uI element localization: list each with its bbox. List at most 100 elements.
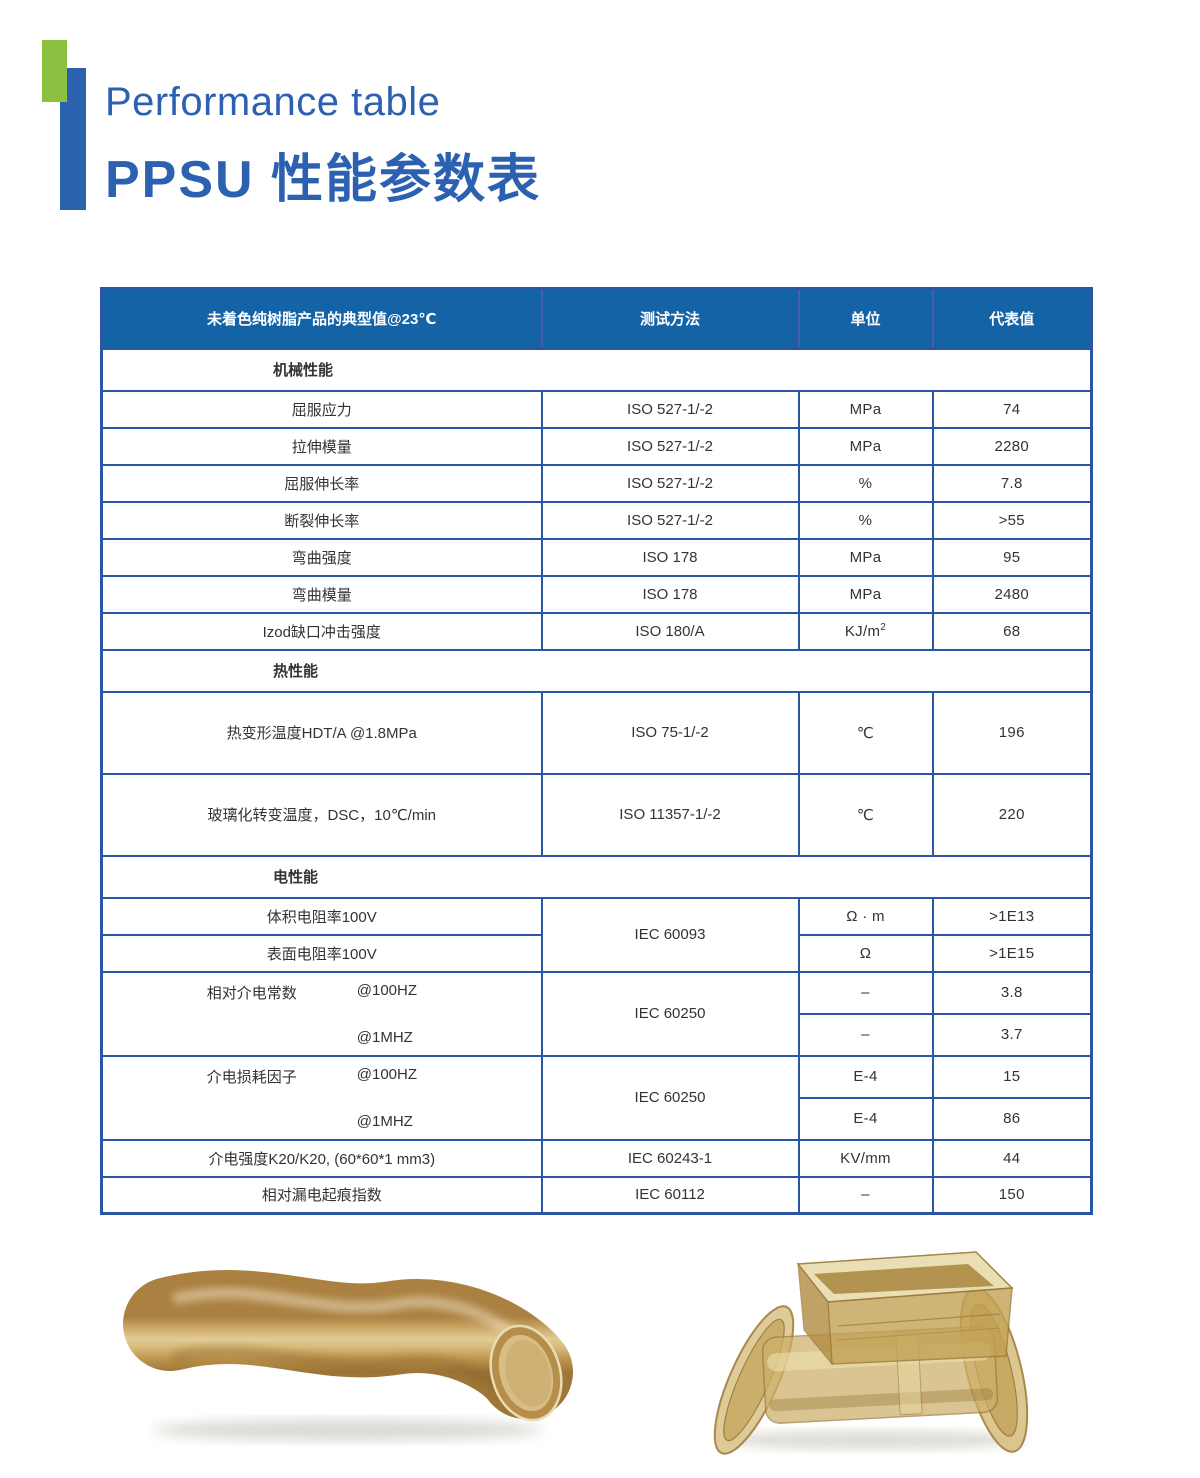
table-row: Izod缺口冲击强度 ISO 180/A KJ/m2 68 xyxy=(100,611,1093,651)
value-cell: 95 xyxy=(931,537,1093,577)
section-row-mechanical: 机械性能 xyxy=(100,347,1093,392)
unit-cell: MPa xyxy=(797,426,934,466)
unit-cell: – xyxy=(797,970,934,1015)
value-cell: 3.7 xyxy=(931,1012,1093,1057)
property-cell: 热变形温度HDT/A @1.8MPa xyxy=(100,690,543,775)
table-row: 体积电阻率100V IEC 60093 Ω · m >1E13 xyxy=(100,896,1093,973)
table-row: 弯曲强度 ISO 178 MPa 95 xyxy=(100,537,1093,577)
value-cell: 2480 xyxy=(931,574,1093,614)
property-cell: 相对漏电起痕指数 xyxy=(100,1175,543,1215)
method-cell-merged: IEC 60250 xyxy=(540,1054,800,1141)
property-cell: 弯曲模量 xyxy=(100,574,543,614)
col-header-method: 测试方法 xyxy=(540,288,799,350)
value-cell: 7.8 xyxy=(931,463,1093,503)
page-title-zh: PPSU 性能参数表 xyxy=(105,151,542,209)
col-header-property: 未着色纯树脂产品的典型值@23℃ xyxy=(101,288,542,350)
section-label: 机械性能 xyxy=(100,347,1093,392)
value-cell: 3.8 xyxy=(931,970,1093,1015)
method-cell: ISO 75-1/-2 xyxy=(540,690,800,775)
property-cell: 断裂伸长率 xyxy=(100,500,543,540)
title-block: Performance table PPSU 性能参数表 xyxy=(105,80,541,212)
col-header-value: 代表值 xyxy=(931,288,1092,350)
value-cell: 74 xyxy=(931,389,1093,429)
method-cell-merged: IEC 60250 xyxy=(540,970,800,1057)
section-row-thermal: 热性能 xyxy=(100,648,1093,693)
property-cell: 拉伸模量 xyxy=(100,426,543,466)
unit-cell: – xyxy=(797,1175,934,1215)
section-row-electrical: 电性能 xyxy=(100,854,1093,899)
unit-cell: MPa xyxy=(797,537,934,577)
property-cell-merged: 相对介电常数 @100HZ @1MHZ xyxy=(100,970,543,1057)
method-cell-merged: IEC 60093 xyxy=(540,896,800,973)
value-cell: 220 xyxy=(931,772,1093,857)
method-cell: ISO 527-1/-2 xyxy=(540,389,800,429)
table-row: 介电强度K20/K20, (60*60*1 mm3) IEC 60243-1 K… xyxy=(100,1138,1093,1178)
unit-cell: % xyxy=(797,500,934,540)
unit-cell: KJ/m2 xyxy=(797,611,934,651)
unit-cell: % xyxy=(797,463,934,503)
value-cell: 2280 xyxy=(931,426,1093,466)
table-row: 断裂伸长率 ISO 527-1/-2 % >55 xyxy=(100,500,1093,540)
unit-cell: E-4 xyxy=(797,1054,934,1099)
component-shadow xyxy=(717,1430,1027,1450)
section-label: 电性能 xyxy=(100,854,1093,899)
section-label: 热性能 xyxy=(100,648,1093,693)
method-cell: ISO 527-1/-2 xyxy=(540,426,800,466)
unit-cell: Ω xyxy=(797,933,934,973)
value-cell: 196 xyxy=(931,690,1093,775)
property-cell: 屈服应力 xyxy=(100,389,543,429)
green-accent-bar xyxy=(42,40,67,102)
method-cell: ISO 180/A xyxy=(540,611,800,651)
property-cell: 表面电阻率100V xyxy=(100,933,543,973)
unit-cell: MPa xyxy=(797,574,934,614)
method-cell: ISO 178 xyxy=(540,537,800,577)
table-row: – 3.7 xyxy=(102,1012,1093,1057)
value-cell: 68 xyxy=(931,611,1093,651)
page-title-en: Performance table xyxy=(105,80,441,124)
method-cell: IEC 60243-1 xyxy=(540,1138,800,1178)
unit-cell: ℃ xyxy=(797,772,934,857)
performance-table: 未着色纯树脂产品的典型值@23℃ 测试方法 单位 代表值 机械性能 屈服应力 I… xyxy=(100,287,1093,1215)
method-cell: ISO 527-1/-2 xyxy=(540,500,800,540)
table-row: 相对漏电起痕指数 IEC 60112 – 150 xyxy=(100,1175,1093,1215)
method-cell: ISO 11357-1/-2 xyxy=(540,772,800,857)
table-row: 屈服伸长率 ISO 527-1/-2 % 7.8 xyxy=(100,463,1093,503)
table-row: 屈服应力 ISO 527-1/-2 MPa 74 xyxy=(100,389,1093,429)
method-cell: ISO 527-1/-2 xyxy=(540,463,800,503)
property-cell: 玻璃化转变温度，DSC，10℃/min xyxy=(100,772,543,857)
value-cell: >1E13 xyxy=(931,896,1093,936)
value-cell: >1E15 xyxy=(931,933,1093,973)
property-cell: 体积电阻率100V xyxy=(100,896,543,936)
unit-cell: KV/mm xyxy=(797,1138,934,1178)
value-cell: >55 xyxy=(931,500,1093,540)
amber-component-photo xyxy=(713,1251,1029,1455)
property-cell: 介电强度K20/K20, (60*60*1 mm3) xyxy=(100,1138,543,1178)
open-box xyxy=(796,1251,1014,1366)
value-cell: 150 xyxy=(931,1175,1093,1215)
table-header-row: 未着色纯树脂产品的典型值@23℃ 测试方法 单位 代表值 xyxy=(101,288,1092,350)
value-cell: 44 xyxy=(931,1138,1093,1178)
unit-cell: Ω · m xyxy=(797,896,934,936)
property-cell-merged: 介电损耗因子 @100HZ @1MHZ xyxy=(100,1054,543,1141)
unit-cell: E-4 xyxy=(797,1096,934,1141)
tube-shadow xyxy=(153,1419,543,1441)
table-row: 表面电阻率100V Ω >1E15 xyxy=(100,933,1093,973)
value-cell: 15 xyxy=(931,1054,1093,1099)
property-cell: 屈服伸长率 xyxy=(100,463,543,503)
unit-cell: ℃ xyxy=(797,690,934,775)
property-cell: 弯曲强度 xyxy=(100,537,543,577)
tube-opening xyxy=(489,1324,563,1422)
frequency-property: 相对介电常数 @100HZ @1MHZ xyxy=(206,981,417,1046)
property-cell: Izod缺口冲击强度 xyxy=(100,611,543,651)
table-row: 玻璃化转变温度，DSC，10℃/min ISO 11357-1/-2 ℃ 220 xyxy=(100,772,1093,857)
value-cell: 86 xyxy=(931,1096,1093,1141)
frequency-property: 介电损耗因子 @100HZ @1MHZ xyxy=(206,1065,417,1130)
table-row: 相对介电常数 @100HZ @1MHZ IEC 60250 – 3.8 xyxy=(100,970,1093,1057)
table-row: E-4 86 xyxy=(102,1096,1093,1141)
table-row: 拉伸模量 ISO 527-1/-2 MPa 2280 xyxy=(100,426,1093,466)
amber-tube-photo xyxy=(123,1270,573,1441)
table-row: 介电损耗因子 @100HZ @1MHZ IEC 60250 E-4 15 xyxy=(100,1054,1093,1141)
col-header-unit: 单位 xyxy=(797,288,933,350)
table-row: 热变形温度HDT/A @1.8MPa ISO 75-1/-2 ℃ 196 xyxy=(100,690,1093,775)
